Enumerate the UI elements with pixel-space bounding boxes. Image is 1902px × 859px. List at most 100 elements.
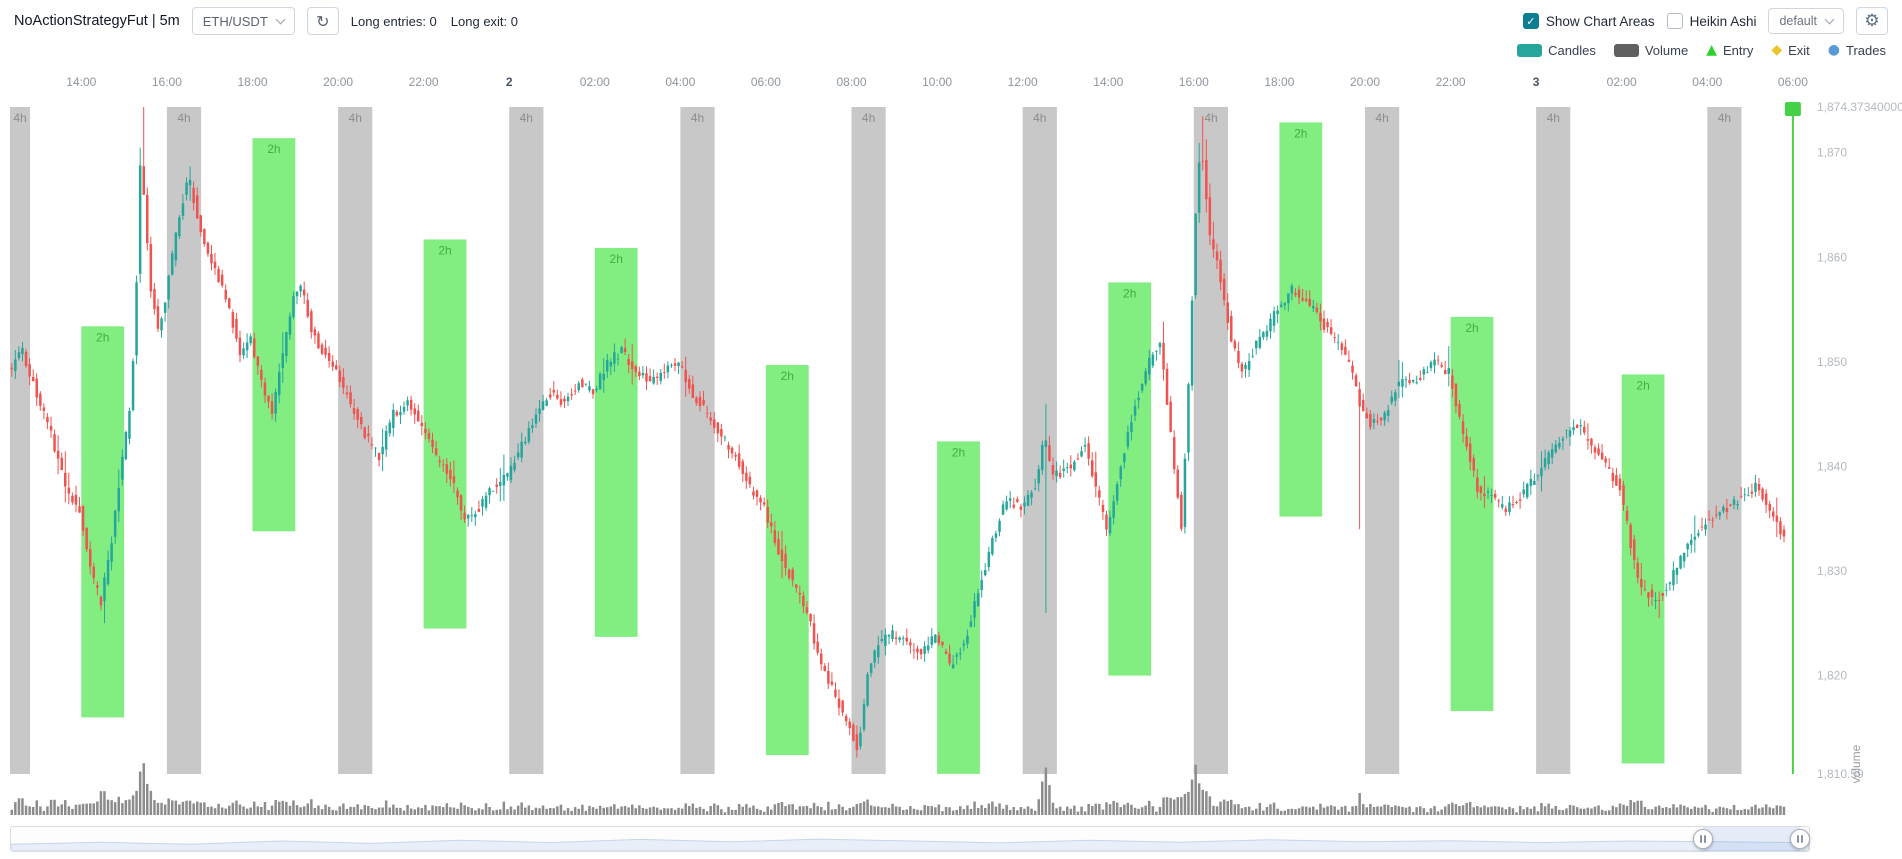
svg-text:18:00: 18:00: [237, 75, 267, 89]
svg-text:1,840: 1,840: [1817, 460, 1847, 474]
legend-item-candles[interactable]: Candles: [1517, 43, 1596, 58]
svg-text:4h: 4h: [1204, 111, 1217, 125]
pause-icon: [1801, 835, 1803, 843]
checkbox-box: ✓: [1522, 13, 1539, 29]
refresh-icon: ↻: [316, 11, 330, 31]
legend-item-exit[interactable]: ◆ Exit: [1771, 43, 1809, 58]
svg-text:4h: 4h: [13, 111, 26, 125]
trades-circle-icon: ●: [1827, 42, 1841, 58]
svg-text:4h: 4h: [1375, 111, 1388, 125]
legend-label: Volume: [1644, 42, 1689, 58]
long-exit-stat: Long exit: 0: [450, 13, 518, 29]
svg-text:1,850: 1,850: [1817, 355, 1847, 369]
svg-text:08:00: 08:00: [836, 75, 866, 89]
svg-text:18:00: 18:00: [1264, 75, 1294, 89]
svg-text:2h: 2h: [1123, 286, 1136, 300]
svg-text:4h: 4h: [349, 111, 362, 125]
show-chart-areas-label: Show Chart Areas: [1545, 13, 1655, 29]
svg-text:20:00: 20:00: [1350, 75, 1380, 89]
svg-text:4h: 4h: [862, 111, 875, 125]
settings-button[interactable]: ⚙: [1856, 7, 1888, 35]
svg-text:06:00: 06:00: [751, 75, 781, 89]
candles-swatch: [1517, 43, 1543, 57]
svg-text:4h: 4h: [177, 111, 190, 125]
svg-text:4h: 4h: [691, 111, 704, 125]
svg-text:14:00: 14:00: [66, 75, 96, 89]
svg-text:2h: 2h: [781, 369, 794, 383]
pause-icon: [1699, 835, 1702, 843]
svg-text:1,830: 1,830: [1817, 564, 1847, 578]
plot-config-select[interactable]: default: [1768, 8, 1844, 34]
svg-text:4h: 4h: [1033, 111, 1046, 125]
chevron-down-icon: [275, 14, 286, 25]
svg-text:2: 2: [506, 75, 513, 89]
show-chart-areas-checkbox[interactable]: ✓ Show Chart Areas: [1522, 13, 1655, 29]
heikin-ashi-label: Heikin Ashi: [1689, 13, 1757, 29]
entry-triangle-icon: ▲: [1706, 42, 1717, 58]
chart-legend: Candles Volume ▲ Entry ◆ Exit ● Trades: [0, 38, 1902, 64]
svg-text:02:00: 02:00: [580, 75, 610, 89]
strategy-title: NoActionStrategyFut | 5m: [14, 13, 180, 29]
svg-text:2h: 2h: [952, 445, 965, 459]
datazoom-left-handle[interactable]: [1692, 829, 1713, 849]
legend-label: Trades: [1846, 42, 1886, 58]
legend-item-volume[interactable]: Volume: [1613, 42, 1689, 58]
price-axis: 1,874.373400000 1,870 1,860 1,850 1,840 1,830…: [1817, 100, 1902, 781]
svg-text:3: 3: [1533, 75, 1540, 89]
svg-text:22:00: 22:00: [1436, 75, 1466, 89]
svg-text:4h: 4h: [1547, 111, 1560, 125]
heikin-ashi-checkbox[interactable]: Heikin Ashi: [1666, 13, 1757, 29]
volume-series: [10, 763, 1786, 815]
svg-text:1,810.59: 1,810.59: [1817, 767, 1864, 781]
long-entries-stat: Long entries: 0: [350, 13, 437, 29]
svg-text:20:00: 20:00: [323, 75, 353, 89]
svg-text:16:00: 16:00: [152, 75, 182, 89]
svg-text:02:00: 02:00: [1607, 75, 1637, 89]
svg-text:2h: 2h: [267, 142, 280, 156]
pause-icon: [1703, 835, 1706, 843]
volume-axis-label: volume: [1849, 744, 1863, 783]
datazoom-slider[interactable]: [10, 826, 1810, 852]
legend-item-entry[interactable]: ▲ Entry: [1706, 43, 1753, 58]
svg-text:14:00: 14:00: [1093, 75, 1123, 89]
svg-text:22:00: 22:00: [409, 75, 439, 89]
pause-icon: [1797, 835, 1799, 843]
legend-label: Entry: [1723, 42, 1754, 58]
svg-text:2h: 2h: [1465, 321, 1478, 335]
svg-text:04:00: 04:00: [665, 75, 695, 89]
refresh-button[interactable]: ↻: [306, 7, 339, 35]
exit-diamond-icon: ◆: [1771, 42, 1783, 58]
legend-label: Candles: [1548, 42, 1596, 58]
datazoom-silhouette: [11, 838, 1809, 851]
header-bar: NoActionStrategyFut | 5m ETH/USDT ↻ Long…: [0, 0, 1902, 38]
svg-text:16:00: 16:00: [1179, 75, 1209, 89]
chevron-down-icon: [1824, 14, 1835, 25]
gear-icon: ⚙: [1864, 11, 1880, 31]
checkbox-box: [1666, 13, 1683, 29]
candlestick-chart[interactable]: 4h 4h 4h 4h 4h 4h 4h 4h 4h 4h 4h 2h 2h 2h 2h 2h 2h 2h 2h 2h…: [0, 64, 1902, 824]
svg-text:2h: 2h: [96, 330, 109, 344]
candlestick-series[interactable]: [10, 107, 1786, 758]
datazoom-selection[interactable]: [1702, 827, 1800, 851]
svg-text:1,870: 1,870: [1817, 146, 1847, 160]
svg-text:10:00: 10:00: [922, 75, 952, 89]
datazoom-right-handle[interactable]: [1790, 829, 1810, 849]
latest-marker-line: [1784, 102, 1801, 774]
svg-text:04:00: 04:00: [1692, 75, 1722, 89]
highlight-bands: 4h 4h 4h 4h 4h 4h 4h 4h 4h 4h 4h 2h 2h 2h 2h 2h 2h 2h 2h 2h…: [10, 107, 1742, 774]
svg-text:2h: 2h: [1636, 378, 1649, 392]
svg-text:4h: 4h: [520, 111, 533, 125]
svg-text:1,820: 1,820: [1817, 669, 1847, 683]
volume-swatch: [1613, 43, 1639, 57]
time-axis: 14:00 16:00 18:00 20:00 22:00 2 02:00 04:00 06:0…: [66, 75, 1808, 89]
pair-select-value: ETH/USDT: [202, 13, 268, 29]
plot-config-value: default: [1779, 14, 1817, 28]
svg-text:1,874.373400000: 1,874.373400000: [1817, 100, 1902, 114]
svg-text:12:00: 12:00: [1008, 75, 1038, 89]
legend-item-trades[interactable]: ● Trades: [1828, 43, 1886, 58]
svg-text:4h: 4h: [1718, 111, 1731, 125]
price-chart-svg[interactable]: 4h 4h 4h 4h 4h 4h 4h 4h 4h 4h 4h 2h 2h 2h 2h 2h 2h 2h 2h 2h…: [0, 64, 1902, 824]
svg-text:06:00: 06:00: [1778, 75, 1808, 89]
svg-text:volume: volume: [1849, 744, 1863, 783]
pair-select[interactable]: ETH/USDT: [191, 7, 295, 35]
